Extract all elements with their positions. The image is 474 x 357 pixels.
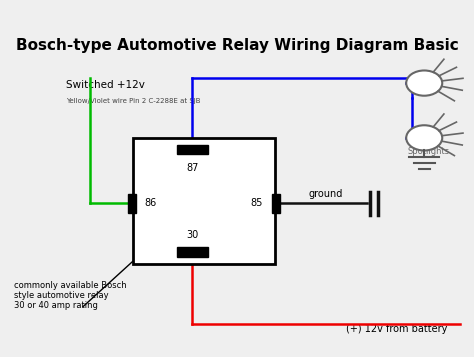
- Text: Bosch-type Automotive Relay Wiring Diagram Basic: Bosch-type Automotive Relay Wiring Diagr…: [16, 38, 458, 53]
- Bar: [177, 145, 208, 155]
- Text: Switched +12v: Switched +12v: [66, 80, 145, 90]
- Circle shape: [406, 125, 442, 151]
- Bar: [177, 247, 208, 257]
- Text: 86: 86: [145, 198, 157, 208]
- Text: 85: 85: [251, 198, 263, 208]
- Circle shape: [406, 70, 442, 96]
- Bar: [133, 138, 275, 264]
- Text: Yellow/Violet wire Pin 2 C-2288E at SJB: Yellow/Violet wire Pin 2 C-2288E at SJB: [66, 98, 201, 104]
- Text: ground: ground: [308, 189, 343, 199]
- Text: commonly available Bosch
style automotive relay
30 or 40 amp rating: commonly available Bosch style automotiv…: [14, 281, 127, 311]
- Bar: [128, 194, 136, 213]
- Text: 30: 30: [186, 230, 199, 240]
- Bar: [272, 194, 280, 213]
- Text: 87: 87: [186, 163, 199, 173]
- Text: (+) 12v from battery: (+) 12v from battery: [346, 324, 447, 334]
- Text: Spotlights: Spotlights: [408, 147, 450, 156]
